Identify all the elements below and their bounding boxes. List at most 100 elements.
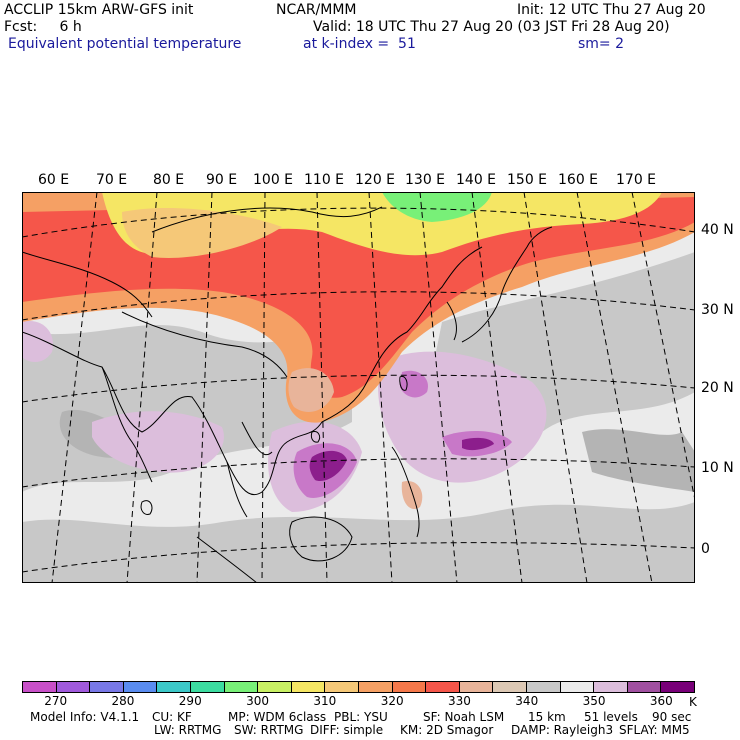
green-patch bbox=[382, 192, 492, 222]
colorbar-swatch-11 bbox=[392, 682, 427, 692]
colorbar-tick-360: 360 bbox=[649, 694, 673, 708]
init-time: Init: 12 UTC Thu 27 Aug 20 bbox=[517, 2, 706, 18]
colorbar-swatch-19 bbox=[661, 682, 694, 692]
lon-label-130e: 130 E bbox=[405, 172, 446, 188]
info-timestep: 90 sec bbox=[652, 710, 692, 724]
lon-label-110e: 110 E bbox=[304, 172, 345, 188]
info-damp: DAMP: Rayleigh3 bbox=[511, 723, 614, 737]
info-levels: 51 levels bbox=[584, 710, 638, 724]
coast-malay bbox=[226, 461, 248, 518]
coast-sri-lanka bbox=[140, 500, 153, 515]
salmon-island bbox=[401, 481, 423, 510]
theta-e-map bbox=[22, 192, 695, 583]
light-orange-band bbox=[122, 207, 282, 258]
lat-label-10n: 10 N bbox=[701, 460, 734, 476]
colorbar-swatch-3 bbox=[123, 682, 158, 692]
colorbar-tick-270: 270 bbox=[44, 694, 68, 708]
lat-label-0: 0 bbox=[701, 541, 710, 557]
info-lw: LW: RRTMG bbox=[154, 723, 222, 737]
field-name: Equivalent potential temperature bbox=[8, 36, 242, 52]
colorbar-swatch-9 bbox=[325, 682, 359, 692]
colorbar-swatch-10 bbox=[358, 682, 393, 692]
lon-label-170e: 170 E bbox=[616, 172, 657, 188]
level-label: at k-index = 51 bbox=[303, 36, 416, 52]
colorbar-swatch-4 bbox=[157, 682, 191, 692]
coast-hainan bbox=[310, 431, 321, 443]
lilac-northwest bbox=[22, 321, 53, 362]
colorbar bbox=[22, 681, 695, 693]
colorbar-swatch-14 bbox=[493, 682, 527, 692]
info-mp: MP: WDM 6class bbox=[228, 710, 327, 724]
model-title: ACCLIP 15km ARW-GFS init bbox=[4, 2, 194, 18]
lon-label-140e: 140 E bbox=[456, 172, 497, 188]
info-sflay: SFLAY: MM5 bbox=[619, 723, 690, 737]
organization-label: NCAR/MMM bbox=[276, 2, 357, 18]
colorbar-unit: K bbox=[689, 695, 697, 709]
coastlines bbox=[22, 206, 553, 583]
meridian-150e bbox=[523, 192, 588, 583]
meridian-120e bbox=[368, 192, 393, 583]
dark-purple-core bbox=[309, 450, 347, 482]
info-diff: DIFF: simple bbox=[310, 723, 384, 737]
forecast-hour: Fcst: 6 h bbox=[4, 19, 82, 35]
lon-label-70e: 70 E bbox=[96, 172, 128, 188]
colorbar-swatch-5 bbox=[190, 682, 225, 692]
lon-label-160e: 160 E bbox=[558, 172, 599, 188]
colorbar-swatch-18 bbox=[627, 682, 662, 692]
colorbar-swatch-2 bbox=[90, 682, 124, 692]
lat-label-40n: 40 N bbox=[701, 222, 734, 238]
smoothing-label: sm= 2 bbox=[578, 36, 625, 52]
colorbar-tick-290: 290 bbox=[178, 694, 202, 708]
colorbar-tick-300: 300 bbox=[246, 694, 269, 708]
colorbar-swatch-17 bbox=[594, 682, 628, 692]
colorbar-tick-320: 320 bbox=[380, 694, 404, 708]
meridian-70e bbox=[51, 192, 98, 583]
lon-label-100e: 100 E bbox=[253, 172, 294, 188]
info-version: Model Info: V4.1.1 bbox=[30, 710, 140, 724]
coast-asia-south bbox=[22, 246, 483, 495]
colorbar-swatch-16 bbox=[560, 682, 595, 692]
coast-taiwan bbox=[399, 375, 408, 391]
border-indochina bbox=[241, 421, 273, 455]
lon-label-120e: 120 E bbox=[355, 172, 396, 188]
colorbar-swatch-15 bbox=[526, 682, 561, 692]
meridian-90e bbox=[196, 192, 213, 583]
meridian-160e bbox=[576, 192, 653, 583]
gray-band-lower bbox=[22, 502, 695, 583]
colorbar-swatch-13 bbox=[459, 682, 494, 692]
coast-sumatra bbox=[196, 536, 258, 583]
colorbar-tick-330: 330 bbox=[447, 694, 471, 708]
colorbar-swatch-6 bbox=[224, 682, 259, 692]
lon-label-60e: 60 E bbox=[38, 172, 70, 188]
salmon-land bbox=[288, 368, 334, 412]
colorbar-swatch-8 bbox=[291, 682, 326, 692]
border-central-asia bbox=[22, 251, 153, 318]
colorbar-swatch-0 bbox=[23, 682, 57, 692]
lon-label-90e: 90 E bbox=[206, 172, 238, 188]
colorbar-swatch-1 bbox=[56, 682, 91, 692]
lon-label-80e: 80 E bbox=[153, 172, 185, 188]
colorbar-tick-340: 340 bbox=[515, 694, 539, 708]
coast-borneo bbox=[289, 516, 353, 562]
lat-label-30n: 30 N bbox=[701, 302, 734, 318]
valid-time: Valid: 18 UTC Thu 27 Aug 20 (03 JST Fri … bbox=[313, 19, 670, 35]
coast-japan bbox=[461, 226, 553, 343]
lilac-indian-ocean bbox=[92, 411, 224, 473]
gray-dark-patch-2 bbox=[582, 429, 695, 492]
info-sw: SW: RRTMG bbox=[234, 723, 304, 737]
colorbar-swatch-12 bbox=[426, 682, 460, 692]
colorbar-tick-310: 310 bbox=[313, 694, 337, 708]
coast-india bbox=[101, 366, 153, 483]
info-km: KM: 2D Smagor bbox=[400, 723, 494, 737]
coast-korea bbox=[446, 301, 457, 341]
purple-taiwan-core bbox=[400, 370, 428, 398]
lat-label-20n: 20 N bbox=[701, 380, 734, 396]
meridian-130e bbox=[419, 192, 458, 583]
meridian-100e bbox=[261, 192, 266, 583]
colorbar-tick-280: 280 bbox=[111, 694, 135, 708]
meridian-140e bbox=[471, 192, 523, 583]
border-mongolia bbox=[151, 206, 383, 233]
graticule bbox=[22, 192, 695, 583]
border-china-india bbox=[121, 311, 288, 378]
lon-label-150e: 150 E bbox=[507, 172, 548, 188]
